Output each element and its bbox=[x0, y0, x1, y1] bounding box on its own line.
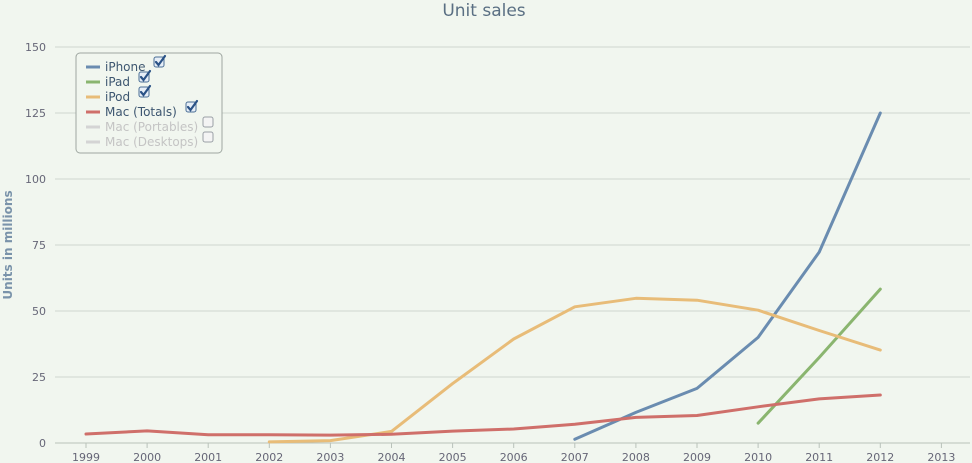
series-line-ipad bbox=[756, 287, 882, 425]
y-axis-title: Units in millions bbox=[1, 190, 15, 299]
x-tick-label: 2005 bbox=[439, 451, 467, 463]
legend-checkbox-mac-portables[interactable] bbox=[202, 116, 214, 128]
legend-box bbox=[75, 52, 223, 154]
legend-item-ipad[interactable]: iPad bbox=[86, 69, 152, 89]
x-tick-label: 2001 bbox=[194, 451, 222, 463]
x-tick-label: 2011 bbox=[805, 451, 833, 463]
legend-label: Mac (Portables) bbox=[105, 120, 198, 134]
legend-item-mac-desktops[interactable]: Mac (Desktops) bbox=[86, 131, 214, 149]
series-lines bbox=[84, 111, 882, 444]
x-tick-label: 2004 bbox=[378, 451, 406, 463]
y-tick-label: 125 bbox=[25, 107, 46, 120]
x-tick-label: 2013 bbox=[927, 451, 955, 463]
y-axis-ticks: 0 25 50 75 100 125 150 bbox=[25, 41, 46, 450]
y-tick-label: 100 bbox=[25, 173, 46, 186]
legend-item-mac-portables[interactable]: Mac (Portables) bbox=[86, 116, 214, 134]
x-tick-label: 2006 bbox=[500, 451, 528, 463]
x-tick-label: 2012 bbox=[866, 451, 894, 463]
legend-label: iPod bbox=[105, 90, 130, 104]
legend-item-mac-totals[interactable]: Mac (Totals) bbox=[86, 99, 199, 119]
y-tick-label: 0 bbox=[39, 437, 46, 450]
check-icon bbox=[186, 99, 199, 112]
legend-label: iPhone bbox=[105, 60, 146, 74]
legend-checkbox-iphone[interactable] bbox=[153, 54, 167, 68]
legend-checkbox-mac-desktops[interactable] bbox=[202, 131, 214, 143]
series-line-iphone bbox=[573, 111, 882, 441]
legend-label: iPad bbox=[105, 75, 130, 89]
x-tick-label: 2002 bbox=[255, 451, 283, 463]
checkbox-box bbox=[202, 131, 214, 143]
y-tick-label: 25 bbox=[32, 371, 46, 384]
legend-checkbox-ipod[interactable] bbox=[138, 84, 152, 98]
legend-checkbox-ipad[interactable] bbox=[138, 69, 152, 83]
legend-checkbox-mac-totals[interactable] bbox=[185, 99, 199, 113]
x-tick-label: 2008 bbox=[622, 451, 650, 463]
chart-title: Unit sales bbox=[442, 1, 525, 21]
x-tick-label: 2007 bbox=[561, 451, 589, 463]
check-icon bbox=[139, 69, 152, 82]
check-icon bbox=[154, 54, 167, 67]
y-tick-label: 75 bbox=[32, 239, 46, 252]
legend-label: Mac (Desktops) bbox=[105, 135, 198, 149]
series-line-mac-totals bbox=[84, 393, 882, 437]
x-tick-label: 1999 bbox=[72, 451, 100, 463]
legend-label: Mac (Totals) bbox=[105, 105, 177, 119]
series-line-ipod bbox=[267, 296, 882, 444]
x-tick-label: 2003 bbox=[316, 451, 344, 463]
legend-item-ipod[interactable]: iPod bbox=[86, 84, 152, 104]
x-tick-label: 2010 bbox=[744, 451, 772, 463]
y-tick-label: 50 bbox=[32, 305, 46, 318]
x-tick-label: 2009 bbox=[683, 451, 711, 463]
y-tick-label: 150 bbox=[25, 41, 46, 54]
x-tick-label: 2000 bbox=[133, 451, 161, 463]
x-axis-ticks: 1999 2000 2001 2002 2003 2004 2005 2006 2007 2008… bbox=[72, 443, 955, 463]
check-icon bbox=[139, 84, 152, 97]
legend-item-iphone[interactable]: iPhone bbox=[86, 54, 167, 74]
checkbox-box bbox=[202, 116, 214, 128]
